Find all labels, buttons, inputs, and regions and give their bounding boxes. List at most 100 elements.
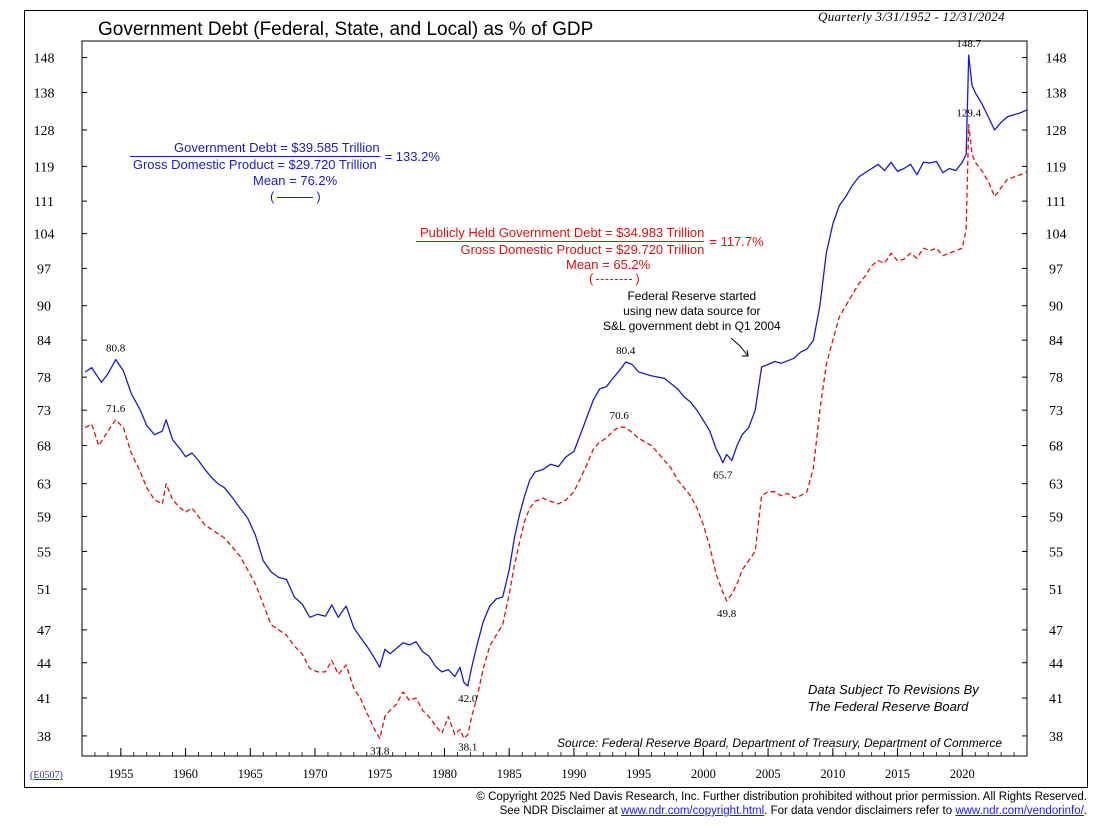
legend-red-numerator: Publicly Held Government Debt = $34.983 … [416, 225, 705, 242]
legend-red: Publicly Held Government Debt = $34.983 … [416, 225, 764, 258]
y-tick-label-left: 55 [37, 545, 51, 560]
y-tick-label-right: 59 [1049, 510, 1063, 525]
legend-blue-denominator: Gross Domestic Product = $29.720 Trillio… [132, 157, 377, 172]
y-tick-label-left: 148 [34, 52, 55, 67]
y-tick-label-left: 84 [37, 334, 51, 349]
copyright-line-1: © Copyright 2025 Ned Davis Research, Inc… [476, 791, 1087, 803]
chart-frame [24, 10, 1088, 788]
y-tick-label-left: 111 [34, 195, 54, 210]
fed-note-arrow [730, 337, 749, 357]
plot-area [81, 40, 1028, 757]
legend-red-swatch: () [589, 271, 640, 286]
y-tick-label-right: 111 [1046, 195, 1066, 210]
copyright-line-2: See NDR Disclaimer at www.ndr.com/copyri… [499, 805, 1087, 817]
revisions-note: Data Subject To Revisions By The Federal… [808, 682, 979, 714]
y-tick-label-right: 128 [1046, 124, 1067, 139]
y-tick-label-right: 44 [1049, 657, 1063, 672]
legend-red-denominator: Gross Domestic Product = $29.720 Trillio… [460, 242, 705, 257]
legend-red-result: = 117.7% [709, 233, 764, 249]
x-tick-label: 1980 [432, 767, 457, 781]
legend-blue-numerator: Government Debt = $39.585 Trillion [130, 140, 380, 157]
y-tick-label-left: 41 [37, 692, 51, 707]
y-tick-label-left: 97 [37, 262, 51, 277]
y-tick-label-left: 63 [37, 478, 51, 493]
chart-axes: 38 38 41 41 44 44 47 47 51 51 55 55 59 59 63 63 68 68 73 73… [34, 40, 1067, 781]
y-tick-label-right: 41 [1049, 692, 1063, 707]
y-tick-label-left: 104 [34, 228, 55, 243]
legend-blue-mean: Mean = 76.2% [253, 173, 338, 188]
chart-subtitle: Quarterly 3/31/1952 - 12/31/2024 [818, 9, 1005, 24]
peak-label: 70.6 [610, 410, 630, 422]
fed-reserve-note: Federal Reserve started using new data s… [603, 289, 781, 333]
x-tick-label: 1990 [561, 767, 586, 781]
legend-blue-result: = 133.2% [384, 148, 440, 164]
legend-red-line [596, 279, 633, 281]
y-tick-label-right: 84 [1049, 334, 1063, 349]
y-tick-label-right: 104 [1046, 228, 1067, 243]
y-tick-label-right: 97 [1049, 262, 1063, 277]
y-tick-label-left: 119 [34, 160, 54, 175]
legend-blue: Government Debt = $39.585 Trillion Gross… [130, 140, 440, 173]
peak-label: 129.4 [956, 108, 981, 120]
y-tick-label-right: 47 [1049, 624, 1063, 639]
chart-code-link[interactable]: (E0507) [30, 770, 63, 781]
y-tick-label-right: 38 [1049, 730, 1063, 745]
y-tick-label-left: 38 [37, 730, 51, 745]
x-tick-label: 2020 [950, 767, 975, 781]
y-tick-label-left: 59 [37, 510, 51, 525]
y-tick-label-right: 78 [1049, 371, 1063, 386]
peak-label: 65.7 [713, 470, 733, 482]
y-tick-label-left: 44 [37, 657, 51, 672]
x-tick-label: 2005 [756, 767, 781, 781]
y-tick-label-left: 78 [37, 371, 51, 386]
vendorinfo-link[interactable]: www.ndr.com/vendorinfo/ [955, 805, 1084, 817]
x-tick-label: 1985 [497, 767, 522, 781]
x-tick-label: 2000 [691, 767, 716, 781]
x-tick-label: 1955 [108, 767, 133, 781]
x-tick-label: 1970 [303, 767, 328, 781]
y-tick-label-right: 138 [1046, 86, 1067, 101]
y-tick-label-right: 51 [1049, 583, 1063, 598]
y-tick-label-left: 47 [37, 624, 51, 639]
y-tick-label-left: 73 [37, 404, 51, 419]
series-line-publicly-held-debt [84, 123, 1027, 740]
peak-label: 148.7 [956, 38, 981, 50]
y-tick-label-left: 68 [37, 440, 51, 455]
fed-note-arrowhead [742, 349, 749, 357]
chart-title: Government Debt (Federal, State, and Loc… [98, 19, 594, 40]
peak-label: 38.1 [458, 742, 477, 754]
x-tick-label: 1975 [367, 767, 392, 781]
chart-extras [730, 337, 749, 357]
peak-label: 80.8 [106, 343, 126, 355]
peak-label: 42.0 [458, 693, 478, 705]
legend-blue-swatch: () [270, 189, 321, 204]
peak-label: 80.4 [616, 345, 636, 357]
series-line-total-debt [84, 54, 1027, 687]
y-tick-label-left: 138 [34, 86, 55, 101]
y-tick-label-right: 73 [1049, 404, 1063, 419]
chart-annotations: 80.8 71.6 37.8 42.0 38.1 80.4 70.6 65.7 49.8 148.… [106, 38, 982, 757]
y-tick-label-right: 90 [1049, 300, 1063, 315]
chart-lines [84, 54, 1027, 740]
peak-label: 49.8 [717, 608, 737, 620]
peak-label: 71.6 [106, 403, 126, 415]
y-tick-label-right: 148 [1046, 52, 1067, 67]
legend-blue-line [277, 197, 314, 199]
source-note: Source: Federal Reserve Board, Departmen… [557, 736, 1003, 750]
x-tick-label: 2015 [885, 767, 910, 781]
y-tick-label-left: 128 [34, 124, 55, 139]
peak-label: 37.8 [370, 746, 390, 758]
x-tick-label: 1995 [626, 767, 651, 781]
x-tick-label: 1965 [238, 767, 263, 781]
x-tick-label: 1960 [173, 767, 198, 781]
y-tick-label-left: 90 [37, 300, 51, 315]
y-tick-label-right: 119 [1046, 160, 1066, 175]
x-tick-label: 2010 [820, 767, 845, 781]
y-tick-label-left: 51 [37, 583, 51, 598]
copyright-link[interactable]: www.ndr.com/copyright.html [621, 805, 765, 817]
legend-red-mean: Mean = 65.2% [566, 257, 651, 272]
copyright: © Copyright 2025 Ned Davis Research, Inc… [476, 790, 1087, 818]
y-tick-label-right: 55 [1049, 545, 1063, 560]
y-tick-label-right: 68 [1049, 440, 1063, 455]
